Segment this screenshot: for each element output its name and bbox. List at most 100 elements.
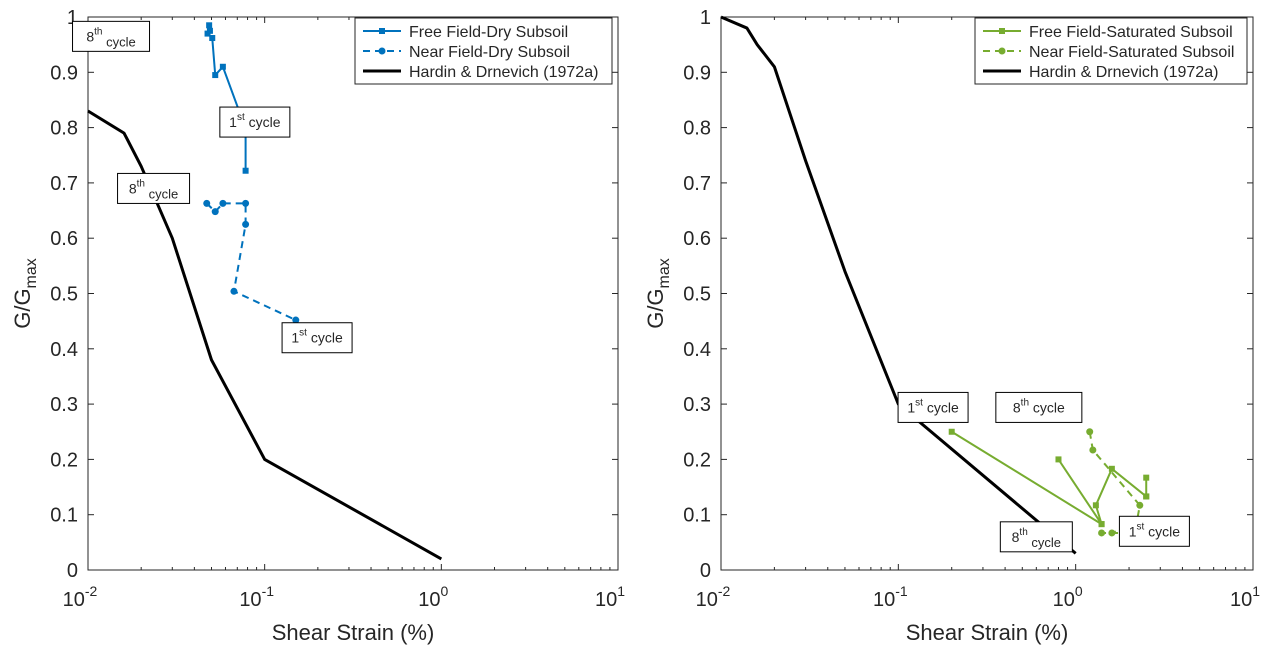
series-0	[948, 428, 1150, 528]
legend-item: Hardin & Drnevich (1972a)	[363, 64, 598, 81]
data-point	[211, 208, 219, 216]
series-2	[87, 109, 443, 561]
legend-label: Near Field-Saturated Subsoil	[1029, 44, 1234, 61]
annotation-superscript: th	[94, 26, 102, 37]
x-tick-label-exponent: -2	[718, 583, 731, 599]
cycle-annotation: 1st cycle	[281, 322, 353, 354]
annotation-base: 1	[907, 399, 915, 415]
y-tick-label: 0.4	[683, 339, 711, 361]
annotation-box	[72, 20, 151, 52]
data-point	[219, 199, 227, 207]
x-tick-label: 101	[595, 583, 625, 611]
legend-label: Hardin & Drnevich (1972a)	[409, 64, 598, 81]
y-axis-label-subscript: max	[656, 258, 673, 288]
x-tick-label-exponent: 0	[1075, 583, 1083, 599]
legend-label: Free Field-Saturated Subsoil	[1029, 24, 1233, 41]
annotation-label: 1st cycle	[907, 397, 959, 415]
x-axis-label: Shear Strain (%)	[906, 620, 1069, 645]
legend: Free Field-Saturated Subsoil Near Field-S…	[974, 17, 1248, 85]
annotation-text: cycle	[245, 114, 281, 130]
annotation-box	[995, 391, 1083, 423]
y-tick-label: 0.7	[683, 173, 711, 195]
annotation-text: cycle	[923, 399, 959, 415]
data-point	[204, 30, 211, 37]
annotation-box	[999, 521, 1073, 553]
data-point	[203, 199, 211, 207]
annotation-text: cycle	[145, 186, 178, 201]
data-point	[1055, 456, 1062, 463]
x-tick-label-exponent: -1	[262, 583, 275, 599]
y-axis-label: G/Gmax	[643, 258, 673, 329]
legend-label: Near Field-Dry Subsoil	[409, 44, 570, 61]
x-tick-label: 10-2	[63, 583, 98, 611]
series-line	[720, 15, 1077, 555]
cycle-annotation: 1st cycle	[1118, 515, 1190, 547]
x-tick-label-exponent: -1	[895, 583, 908, 599]
annotation-box	[281, 322, 353, 354]
annotation-base: 1	[291, 330, 299, 346]
x-tick-label: 10-2	[696, 583, 731, 611]
y-tick-label: 0.9	[50, 62, 78, 84]
annotation-text: cycle	[307, 330, 343, 346]
data-point	[292, 316, 300, 324]
annotation-base: 8	[86, 28, 94, 44]
annotation-base: 1	[1129, 523, 1137, 539]
legend-label: Free Field-Dry Subsoil	[409, 24, 568, 41]
y-tick-label: 0	[700, 560, 711, 582]
y-tick-label: 0.5	[683, 284, 711, 306]
y-axis-label-main: G/G	[10, 288, 35, 328]
legend-box	[354, 17, 613, 85]
data-point	[948, 428, 955, 435]
x-tick-label: 10-1	[239, 583, 274, 611]
annotation-label: 1st cycle	[291, 328, 343, 346]
annotation-text: cycle	[1028, 535, 1061, 550]
annotation-text: cycle	[1144, 523, 1180, 539]
x-tick-label-base: 10	[1230, 589, 1252, 611]
cycle-annotation: 8th cycle	[999, 521, 1073, 553]
y-tick-label: 0	[67, 560, 78, 582]
data-point	[1108, 529, 1116, 537]
x-tick-label-exponent: 1	[1252, 583, 1260, 599]
data-point	[1108, 465, 1115, 472]
annotation-label: 1st cycle	[229, 112, 281, 130]
annotation-label: 8th cycle	[1013, 397, 1065, 415]
legend-marker	[378, 47, 386, 55]
y-tick-label: 0.1	[50, 505, 78, 527]
legend-marker	[379, 28, 385, 34]
data-point	[219, 63, 226, 70]
legend-marker	[999, 28, 1005, 34]
x-tick-label-base: 10	[418, 589, 440, 611]
x-tick-label-base: 10	[239, 589, 261, 611]
cycle-annotation: 8th cycle	[117, 172, 191, 204]
annotation-superscript: th	[137, 178, 145, 189]
annotation-box	[219, 106, 291, 138]
annotation-label: 8th cycle	[86, 26, 135, 49]
annotation-label: 1st cycle	[1129, 521, 1181, 539]
x-tick-label: 10-1	[873, 583, 908, 611]
y-tick-label: 0.9	[683, 62, 711, 84]
annotation-label: 8th cycle	[129, 178, 178, 201]
legend-item: Free Field-Saturated Subsoil	[983, 24, 1233, 41]
annotation-base: 8	[1013, 399, 1021, 415]
annotation-text: cycle	[102, 34, 135, 49]
x-tick-label-base: 10	[595, 589, 617, 611]
y-axis-label-main: G/G	[643, 288, 668, 328]
y-tick-label: 0.8	[683, 118, 711, 140]
x-axis-label: Shear Strain (%)	[272, 620, 435, 645]
y-tick-label: 0.2	[683, 449, 711, 471]
y-tick-label: 0.8	[50, 118, 78, 140]
annotation-superscript: st	[237, 112, 245, 123]
annotation-text: cycle	[1029, 399, 1065, 415]
series-line	[87, 109, 443, 561]
data-point	[242, 220, 250, 228]
data-point	[1143, 474, 1150, 481]
x-tick-label-base: 10	[63, 589, 85, 611]
y-tick-label: 0.5	[50, 284, 78, 306]
y-tick-label: 0.4	[50, 339, 78, 361]
legend-label: Hardin & Drnevich (1972a)	[1029, 64, 1218, 81]
y-tick-label: 1	[700, 7, 711, 29]
y-axis-label: G/Gmax	[10, 258, 40, 329]
